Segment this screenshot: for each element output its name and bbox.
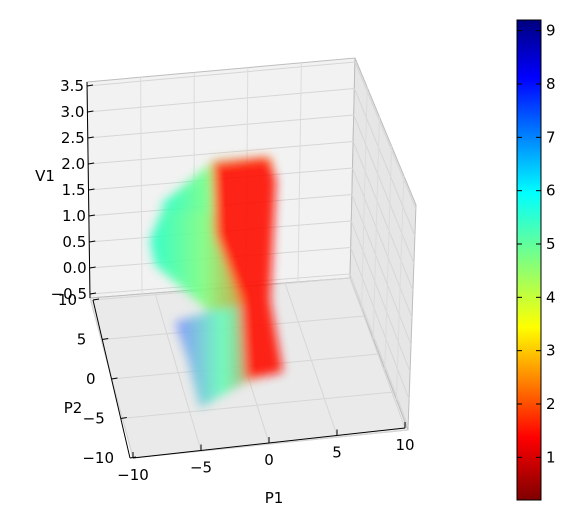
grid-line-side-vertical <box>372 116 380 339</box>
surface-plot <box>150 157 283 408</box>
y-tick-mark <box>111 377 118 380</box>
colorbar-tick-label: 5 <box>546 235 556 253</box>
y-tick-label: 10 <box>58 291 77 309</box>
z-tick-mark <box>88 214 95 217</box>
grid-line-z <box>86 61 356 87</box>
grid-line-side-vertical <box>361 87 368 309</box>
colorbar-tick-label: 9 <box>546 22 556 40</box>
grid-line-z-side <box>354 61 417 210</box>
z-tick-mark <box>89 240 96 243</box>
grid-line-z-side <box>353 114 415 264</box>
z-tick-mark <box>88 188 95 191</box>
y-tick-mark <box>129 456 137 459</box>
y-tick-label: −10 <box>82 449 114 467</box>
y-axis-label: P2 <box>64 399 83 417</box>
grid-line-back-vertical <box>297 62 302 283</box>
z-tick-mark <box>89 266 96 269</box>
x-tick-label: 0 <box>264 451 274 469</box>
grid-line-z-side <box>351 194 412 345</box>
colorbar-tick-label: 1 <box>546 448 556 466</box>
z-tick-label: 0.5 <box>62 233 86 251</box>
z-tick-label: 2.5 <box>61 129 85 147</box>
z-tick-label: −0.5 <box>51 285 87 303</box>
grid-line-back-vertical <box>140 77 143 295</box>
z-axis-label: V1 <box>35 167 55 185</box>
z-tick-mark <box>87 136 94 139</box>
colorbar-tick-label: 8 <box>546 75 556 93</box>
grid-line-x <box>284 282 338 436</box>
grid-line-x <box>349 277 406 429</box>
y-tick-label: −5 <box>83 410 105 428</box>
y-tick-label: 5 <box>77 331 87 349</box>
z-tick-mark <box>87 110 94 113</box>
y-tick-mark <box>102 338 109 340</box>
colorbar-tick-label: 7 <box>546 128 556 146</box>
z-tick-mark <box>88 162 95 165</box>
z-tick-label: 1.0 <box>62 207 86 225</box>
grid-line-z-side <box>352 167 413 318</box>
grid-line-x <box>154 292 202 451</box>
x-axis-label: P1 <box>265 489 284 507</box>
colorbar-tick-label: 3 <box>546 342 556 360</box>
surface-red-face <box>212 158 283 380</box>
z-tick-label: 3.0 <box>61 103 85 121</box>
colorbar-tick-label: 4 <box>546 288 556 306</box>
z-tick-mark <box>86 84 94 87</box>
x-tick-label: 10 <box>395 436 414 454</box>
z-tick-label: 3.5 <box>60 77 84 95</box>
grid-line-z-side <box>353 88 416 237</box>
z-tick-label: 2.0 <box>61 155 85 173</box>
grid-line-side-vertical <box>395 175 405 400</box>
colorbar-tick-label: 2 <box>546 395 556 413</box>
y-tick-label: 0 <box>86 370 96 388</box>
y-tick-mark <box>120 417 127 419</box>
x-tick-label: −5 <box>190 459 212 477</box>
y-tick-mark <box>92 298 100 301</box>
colorbar-tick-label: 6 <box>546 182 556 200</box>
z-tick-label: 0.0 <box>63 259 87 277</box>
colorbar-ticks: 1 2 3 4 5 6 7 8 9 <box>517 22 556 466</box>
grid-line-z <box>87 88 355 113</box>
grid-line-z-side <box>350 247 410 400</box>
z-tick-mark <box>89 292 97 295</box>
grid-line-z-side <box>352 141 414 291</box>
grid-line-z-side <box>350 220 411 372</box>
x-tick-label: −10 <box>117 466 149 484</box>
axis-labels: P1 P2 V1 <box>35 167 283 507</box>
axis-ticks: −10 −5 0 5 10−10−50510−0.50.00.51.01.52.02.5… <box>51 77 415 484</box>
x-tick-label: 5 <box>332 444 342 462</box>
grid-line-z <box>87 114 354 139</box>
grid-line-z <box>88 141 354 165</box>
z-tick-label: 1.5 <box>62 181 86 199</box>
grid-line-side-vertical <box>384 146 393 370</box>
colorbar-gradient <box>516 19 542 501</box>
grid-line-z-side <box>349 273 409 427</box>
grid-line-y <box>120 391 394 419</box>
colorbar: 1 2 3 4 5 6 7 8 9 <box>516 19 556 501</box>
